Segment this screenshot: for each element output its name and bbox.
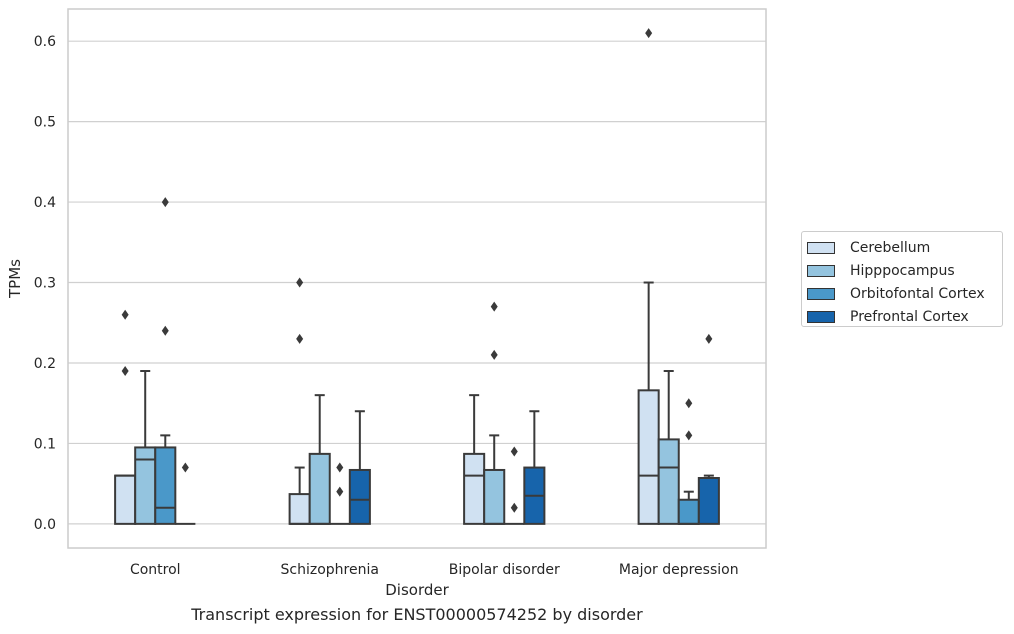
box-orbitofontal-cortex-0 — [154, 197, 177, 525]
outlier-point — [645, 28, 653, 39]
outlier-point — [685, 398, 693, 409]
y-tick-label: 0.4 — [34, 195, 56, 211]
outlier-point — [121, 309, 129, 320]
y-tick-label: 0.2 — [34, 356, 56, 372]
outlier-point — [510, 446, 518, 457]
box-orbitofontal-cortex-3 — [677, 398, 700, 525]
box-body — [697, 477, 720, 525]
y-tick-label: 0.1 — [34, 436, 56, 452]
chart-caption: Transcript expression for ENST0000057425… — [191, 605, 643, 624]
outlier-point — [161, 325, 169, 336]
box-orbitofontal-cortex-2 — [504, 446, 525, 525]
legend-label-prefrontal: Prefrontal Cortex — [850, 308, 969, 325]
legend-item-orbitofrontal: Orbitofontal Cortex — [807, 282, 1002, 305]
box-body — [348, 468, 371, 525]
box-cerebellum-3 — [637, 28, 660, 525]
x-tick-label: Bipolar disorder — [449, 562, 560, 578]
outlier-point — [336, 486, 344, 497]
outlier-point — [121, 366, 129, 377]
box-body — [114, 474, 137, 525]
box-body — [463, 452, 486, 525]
legend-item-cerebellum: Cerebellum — [807, 236, 1002, 259]
box-prefrontal-cortex-1 — [348, 410, 371, 525]
box-cerebellum-1 — [288, 277, 311, 525]
box-body — [288, 493, 311, 525]
box-hipppocampus-3 — [657, 370, 680, 525]
legend-label-orbitofrontal: Orbitofontal Cortex — [850, 285, 985, 302]
outlier-point — [336, 462, 344, 473]
box-orbitofontal-cortex-1 — [329, 462, 350, 525]
plot-frame — [67, 8, 767, 549]
box-body — [154, 446, 177, 525]
legend-label-cerebellum: Cerebellum — [850, 239, 931, 256]
box-hipppocampus-1 — [308, 394, 331, 525]
box-body — [677, 498, 700, 525]
legend-swatch-prefrontal — [807, 310, 835, 323]
outlier-point — [510, 502, 518, 513]
box-prefrontal-cortex-0 — [175, 462, 196, 525]
outlier-point — [296, 333, 304, 344]
legend: Cerebellum Hipppocampus Orbitofontal Cor… — [801, 231, 1003, 327]
box-body — [657, 438, 680, 525]
y-axis-label: TPMs — [6, 259, 24, 299]
x-axis-label: Disorder — [385, 581, 449, 599]
outlier-point — [490, 301, 498, 312]
box-cerebellum-2 — [463, 394, 486, 525]
box-hipppocampus-2 — [483, 301, 506, 525]
legend-label-hippocampus: Hipppocampus — [850, 262, 955, 279]
y-tick-label: 0.5 — [34, 115, 56, 131]
y-tick-label: 0.3 — [34, 276, 56, 292]
outlier-point — [181, 462, 189, 473]
box-prefrontal-cortex-2 — [523, 410, 546, 525]
outlier-point — [490, 349, 498, 360]
outlier-point — [161, 197, 169, 208]
box-body — [637, 389, 660, 525]
outlier-point — [705, 333, 713, 344]
y-tick-label: 0.0 — [34, 517, 56, 533]
y-tick-label: 0.6 — [34, 34, 56, 50]
legend-swatch-orbitofrontal — [807, 287, 835, 300]
box-body — [308, 452, 331, 525]
legend-item-hippocampus: Hipppocampus — [807, 259, 1002, 282]
x-tick-label: Schizophrenia — [281, 562, 379, 578]
legend-item-prefrontal: Prefrontal Cortex — [807, 305, 1002, 328]
outlier-point — [296, 277, 304, 288]
box-hipppocampus-0 — [134, 370, 157, 525]
box-cerebellum-0 — [114, 309, 137, 525]
legend-swatch-hippocampus — [807, 264, 835, 277]
legend-swatch-cerebellum — [807, 241, 835, 254]
box-prefrontal-cortex-3 — [697, 333, 720, 525]
x-tick-label: Major depression — [619, 562, 739, 578]
x-tick-label: Control — [130, 562, 181, 578]
outlier-point — [685, 430, 693, 441]
box-body — [483, 468, 506, 525]
